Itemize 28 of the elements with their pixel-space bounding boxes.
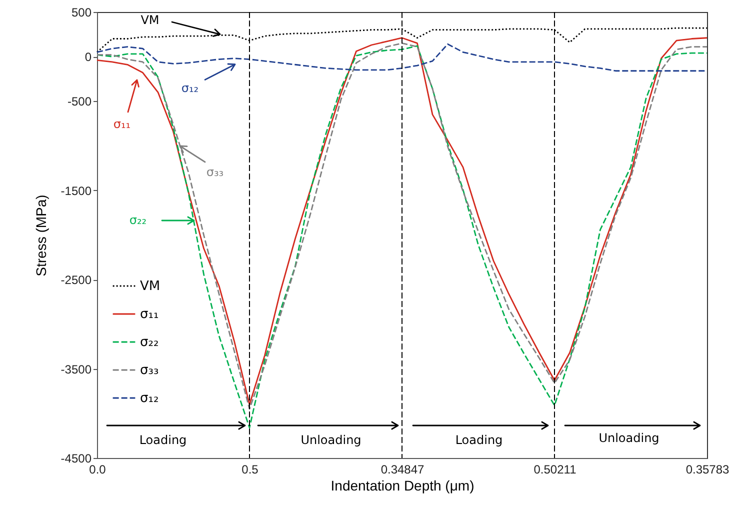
annotation: VM xyxy=(140,13,160,27)
annotation: σ₃₃ xyxy=(206,165,224,179)
annotation: Unloading xyxy=(598,431,660,445)
legend-label: σ₁₁ xyxy=(140,307,159,322)
y-tick-label: -3500 xyxy=(60,362,92,376)
x-tick-label: 0.5 xyxy=(242,462,259,476)
y-axis-title: Stress (MPa) xyxy=(32,194,49,276)
y-tick-label: -2500 xyxy=(60,273,92,288)
annotation: Loading xyxy=(455,433,503,447)
annotation: Unloading xyxy=(300,433,362,447)
y-tick-label: -1500 xyxy=(60,184,92,198)
x-tick-label: 0.50211 xyxy=(534,462,577,476)
x-tick-label: 0.0 xyxy=(89,462,106,476)
legend-label: σ₁₂ xyxy=(140,391,159,406)
y-tick-label: 0 xyxy=(84,50,92,64)
y-tick-label: 500 xyxy=(71,6,92,20)
y-tick-label: -4500 xyxy=(60,452,92,466)
annotation: σ₁₂ xyxy=(181,81,199,95)
annotation: σ₂₂ xyxy=(129,213,147,227)
annotation: σ₁₁ xyxy=(113,117,131,131)
legend-label: VM xyxy=(140,279,160,294)
annotation: Loading xyxy=(139,433,187,447)
y-tick-label: -500 xyxy=(67,94,92,109)
legend-label: σ₂₂ xyxy=(140,335,159,350)
x-tick-label: 0.35783 xyxy=(686,462,730,476)
legend-label: σ₃₃ xyxy=(140,363,159,378)
x-tick-label: 0.34847 xyxy=(380,462,425,476)
x-axis-title: Indentation Depth (μm) xyxy=(330,478,474,494)
